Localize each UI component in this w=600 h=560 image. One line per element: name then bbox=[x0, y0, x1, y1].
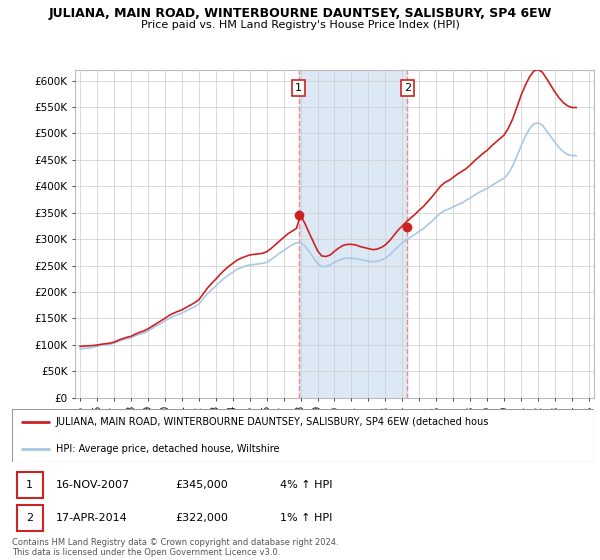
Text: Price paid vs. HM Land Registry's House Price Index (HPI): Price paid vs. HM Land Registry's House … bbox=[140, 20, 460, 30]
Text: 1: 1 bbox=[295, 83, 302, 93]
Text: HPI: Average price, detached house, Wiltshire: HPI: Average price, detached house, Wilt… bbox=[56, 444, 279, 454]
Text: 4% ↑ HPI: 4% ↑ HPI bbox=[280, 480, 332, 490]
Bar bbox=[299, 70, 407, 398]
Text: JULIANA, MAIN ROAD, WINTERBOURNE DAUNTSEY, SALISBURY, SP4 6EW: JULIANA, MAIN ROAD, WINTERBOURNE DAUNTSE… bbox=[49, 7, 551, 20]
Text: 1: 1 bbox=[26, 480, 33, 490]
Text: £345,000: £345,000 bbox=[175, 480, 228, 490]
Text: 2: 2 bbox=[26, 514, 34, 524]
Bar bbox=[17, 506, 43, 531]
Text: 2: 2 bbox=[404, 83, 411, 93]
Text: JULIANA, MAIN ROAD, WINTERBOURNE DAUNTSEY, SALISBURY, SP4 6EW (detached hous: JULIANA, MAIN ROAD, WINTERBOURNE DAUNTSE… bbox=[56, 417, 489, 427]
Text: 1% ↑ HPI: 1% ↑ HPI bbox=[280, 514, 332, 524]
Text: Contains HM Land Registry data © Crown copyright and database right 2024.
This d: Contains HM Land Registry data © Crown c… bbox=[12, 538, 338, 557]
Text: 17-APR-2014: 17-APR-2014 bbox=[56, 514, 127, 524]
Text: £322,000: £322,000 bbox=[175, 514, 228, 524]
Text: 16-NOV-2007: 16-NOV-2007 bbox=[56, 480, 130, 490]
Bar bbox=[17, 472, 43, 498]
